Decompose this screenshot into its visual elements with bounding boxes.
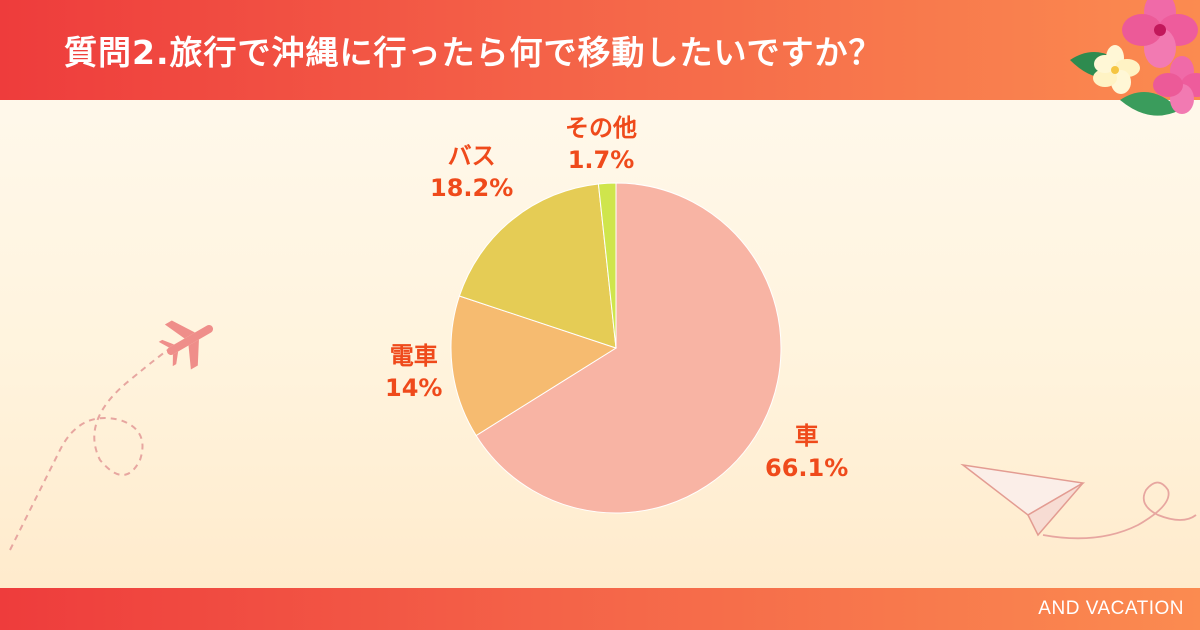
slice-label: 電車 14% (385, 340, 442, 404)
paper-plane-icon (960, 463, 1197, 540)
airplane-icon (9, 320, 214, 551)
brand-name: AND VACATION (1038, 598, 1184, 619)
header-banner: 質問2.旅行で沖縄に行ったら何で移動したいですか？ (0, 0, 1200, 100)
slice-value: 1.7% (567, 146, 635, 174)
slice-label: 車 66.1% (765, 420, 848, 484)
slice-bus (458, 183, 617, 349)
slice-value: 18.2% (430, 174, 514, 202)
slice-name: 電車 (389, 342, 438, 370)
slice-label: その他 1.7% (565, 112, 637, 176)
slice-value: 66.1% (765, 454, 849, 482)
slice-name: バス (447, 142, 496, 170)
slice-other (597, 182, 617, 349)
page-title: 質問2.旅行で沖縄に行ったら何で移動したいですか？ (64, 33, 883, 72)
slice-label: バス 18.2% (430, 140, 513, 204)
slice-train (450, 295, 618, 437)
hibiscus-flower-icon (1070, 0, 1200, 116)
slice-name: 車 (794, 422, 819, 450)
slice-name: その他 (565, 114, 637, 142)
slice-value: 14% (385, 374, 443, 402)
footer-banner: AND VACATION (0, 588, 1200, 630)
slice-car (475, 182, 782, 514)
